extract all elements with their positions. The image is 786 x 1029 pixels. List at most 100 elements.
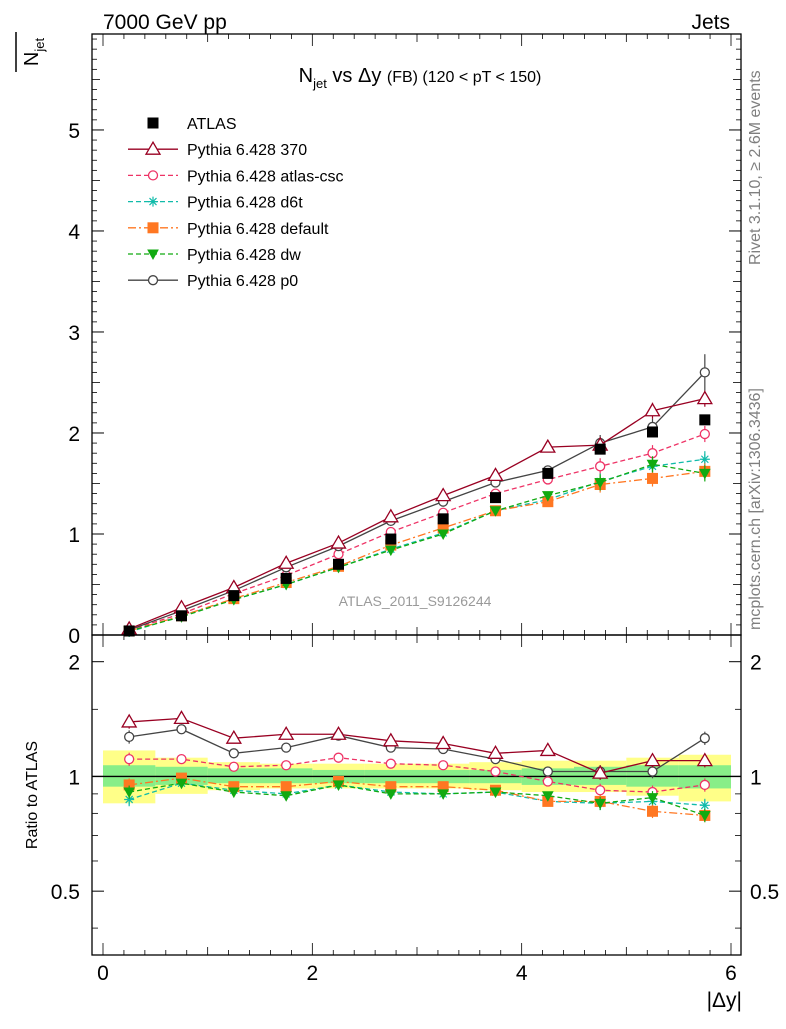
point-p370 [487, 467, 504, 482]
point-dw [384, 545, 397, 557]
legend-item-p370: Pythia 6.428 370 [128, 140, 307, 159]
point-atlas [176, 610, 187, 622]
ratio-point-atlascsc [124, 754, 135, 765]
point-dw [594, 477, 607, 489]
point-p370 [696, 390, 713, 405]
ratio-point-p0 [647, 766, 658, 777]
ratio-point-d6t [124, 794, 135, 805]
ratio-point-atlascsc [699, 779, 710, 791]
header-left: 7000 GeV pp [103, 11, 227, 34]
header-right: Jets [691, 11, 730, 34]
ratio-point-p0 [281, 742, 292, 753]
ratio-ytick-label-right: 0.5 [750, 881, 779, 904]
main-series-d6t [124, 451, 710, 637]
ratio-point-dw [489, 787, 502, 799]
ratio-point-p370 [435, 735, 452, 750]
ratio-point-p0 [699, 733, 710, 744]
ratio-point-dw [646, 793, 659, 804]
ratio-line-default [129, 777, 705, 817]
series-line-p0 [128, 371, 706, 631]
ratio-panel: 0.5 0.5 1 1 2 2 0 2 4 6 [51, 634, 779, 985]
ratio-point-p370 [121, 713, 138, 728]
point-p370 [330, 534, 347, 549]
legend-marker-atlas [147, 117, 159, 129]
ratio-point-p370 [330, 725, 347, 740]
legend-label: ATLAS [187, 116, 237, 133]
ratio-point-p0 [228, 748, 239, 759]
point-p370 [539, 438, 556, 453]
main-ytick-label: 3 [68, 322, 80, 345]
ratio-point-dw [384, 789, 397, 800]
ratio-ytick-label-right: 2 [750, 652, 762, 675]
ratio-point-atlascsc [281, 760, 292, 771]
legend-item-atlas: ATLAS [147, 116, 237, 133]
ratio-point-default [647, 805, 658, 817]
ylabel-top: Njet [15, 32, 47, 72]
ratio-ytick-label: 2 [68, 652, 80, 675]
point-d6t [699, 454, 710, 465]
legend-marker-atlascsc [147, 170, 159, 181]
legend-item-dw: Pythia 6.428 dw [128, 247, 301, 264]
legend-marker-default [147, 222, 159, 234]
series-line-p370 [128, 398, 705, 630]
ratio-point-atlascsc [490, 766, 501, 777]
series-line-dw [128, 463, 705, 632]
watermark: ATLAS_2011_S9126244 [339, 593, 492, 609]
legend-label: Pythia 6.428 default [187, 221, 329, 238]
ratio-point-p370 [696, 752, 713, 767]
point-p370 [435, 487, 452, 502]
point-p370 [644, 402, 661, 417]
ratio-point-p0 [124, 731, 135, 743]
ratio-point-dw [437, 789, 450, 800]
ratio-point-dw [332, 780, 345, 791]
ratio-point-default [280, 781, 292, 793]
series-line-atlascsc [128, 433, 706, 631]
ratio-ytick-label: 1 [68, 766, 80, 789]
legend-item-atlascsc: Pythia 6.428 atlas-csc [128, 168, 344, 185]
main-ytick-label: 1 [68, 524, 80, 547]
title-vs: vs Δy [327, 65, 387, 87]
ratio-frame [91, 634, 742, 956]
point-atlascsc [699, 428, 710, 440]
point-atlas [699, 414, 711, 426]
point-atlas [333, 558, 344, 570]
main-ytick-label: 4 [68, 221, 80, 244]
ratio-ytick-label-right: 1 [750, 766, 762, 789]
ratio-line-p370 [129, 717, 705, 774]
ratio-point-d6t [699, 800, 710, 811]
ratio-point-p370 [592, 764, 609, 779]
legend-label: Pythia 6.428 atlas-csc [187, 168, 344, 185]
legend-marker-p370 [144, 140, 162, 155]
legend-label: Pythia 6.428 dw [187, 247, 301, 264]
point-dw [541, 491, 554, 502]
point-atlascsc [595, 461, 606, 472]
ratio-line-atlascsc [129, 757, 705, 793]
ratio-point-atlascsc [595, 785, 606, 796]
main-series-atlas [123, 414, 711, 637]
ratio-point-atlascsc [385, 758, 396, 769]
rivet-label: Rivet 3.1.10, ≥ 2.6M events [747, 70, 764, 265]
point-atlas [594, 443, 606, 455]
legend-marker-dw [147, 249, 159, 261]
point-dw [646, 459, 659, 471]
ratio-series-atlascsc [124, 752, 710, 799]
legend-label: Pythia 6.428 d6t [187, 195, 303, 212]
ylabel-top-n: N [21, 52, 43, 66]
legend-item-p0: Pythia 6.428 p0 [128, 273, 298, 290]
point-dw [437, 529, 450, 541]
ratio-point-dw [123, 787, 136, 799]
point-default [647, 472, 658, 484]
point-dw [489, 506, 502, 517]
main-ytick-label: 5 [68, 120, 80, 143]
main-series-default [123, 463, 711, 637]
main-panel: 0 1 2 3 4 5 [68, 33, 742, 648]
point-atlas [542, 467, 554, 479]
ratio-point-atlascsc [542, 776, 553, 787]
band-1sigma [207, 768, 260, 784]
ratio-point-p370 [225, 729, 242, 744]
ratio-point-dw [280, 791, 293, 802]
legend-marker-d6t [148, 196, 158, 207]
legend-label: Pythia 6.428 370 [187, 142, 307, 159]
